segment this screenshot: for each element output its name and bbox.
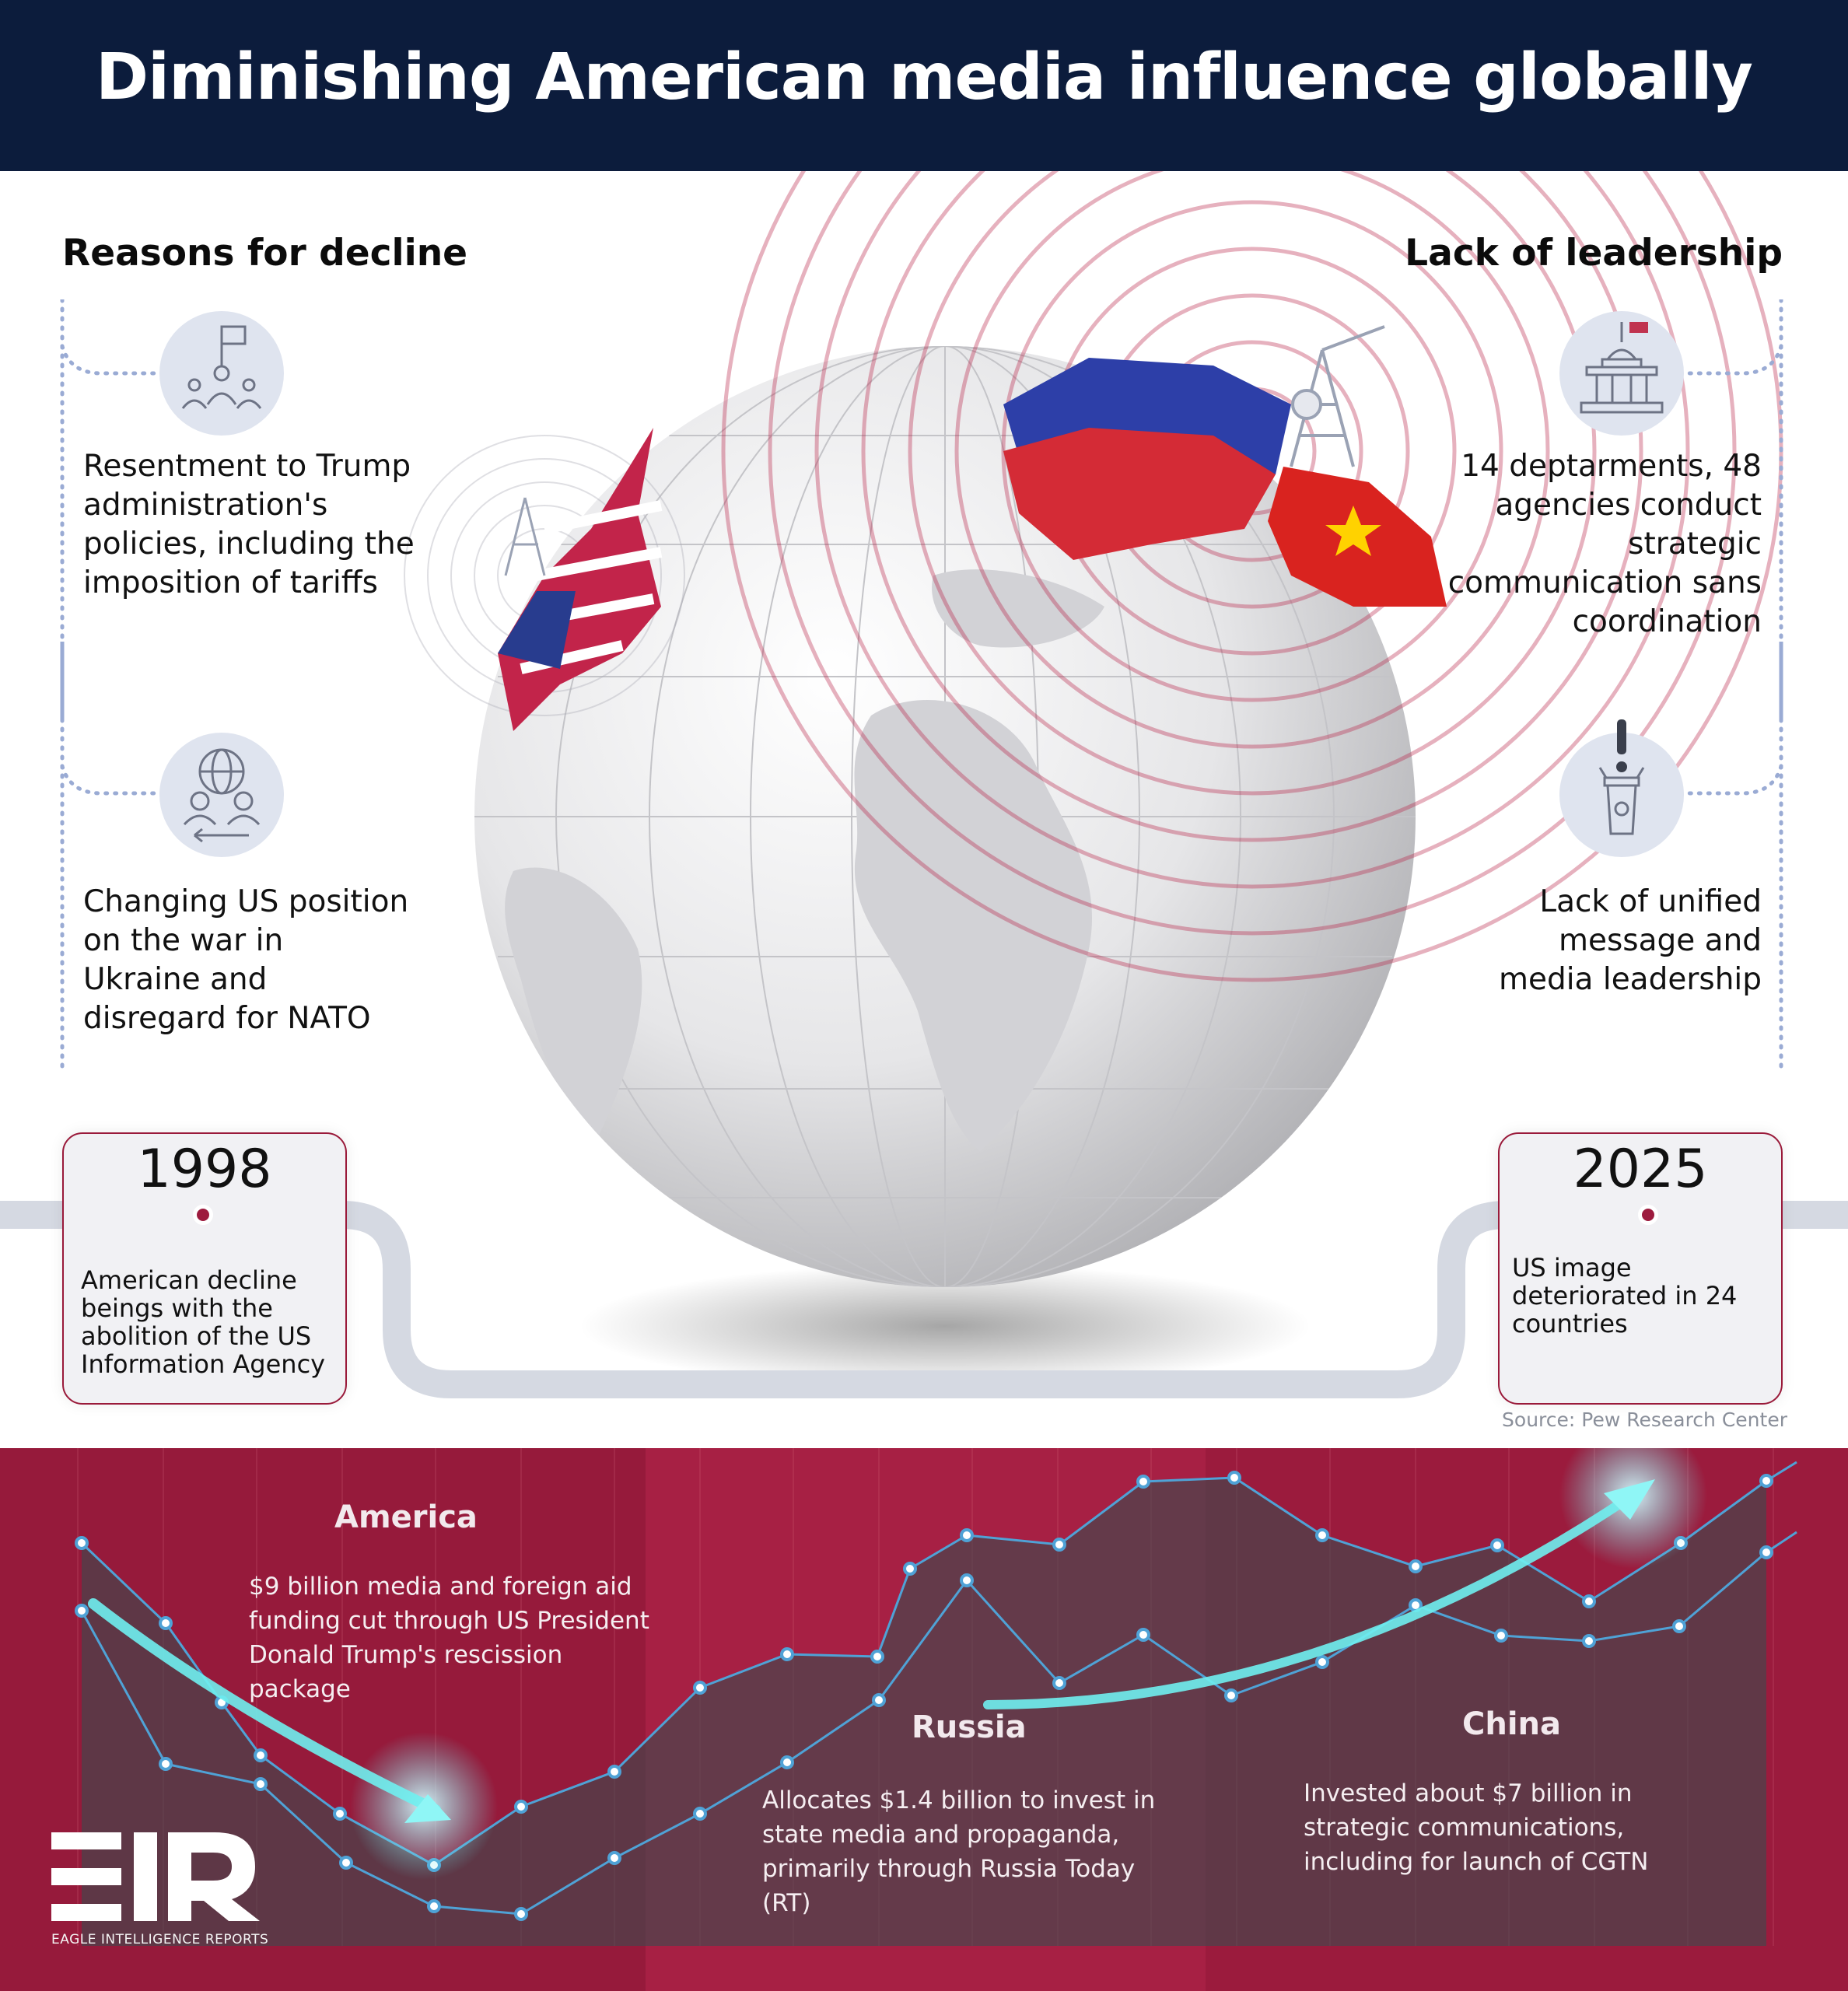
exclamation-icon [1616, 719, 1627, 772]
rise-arrow [983, 1490, 1638, 1709]
page-title: Diminishing American media influence glo… [95, 40, 1753, 114]
right-connector [1682, 299, 1783, 1076]
trend-graphic [0, 1448, 1848, 1991]
timeline-box-1998: 1998 [62, 1132, 347, 1405]
tower-russia [1290, 325, 1385, 467]
reasons-heading: Reasons for decline [62, 232, 468, 275]
government-building-icon [1559, 311, 1684, 436]
panel-title-china: China [1462, 1706, 1562, 1742]
source-note: Source: Pew Research Center [1502, 1408, 1787, 1431]
leadership-1-text: 14 deptarments, 48 agencies conduct stra… [1447, 449, 1762, 639]
continents [505, 569, 1104, 1151]
protest-icon [159, 311, 284, 436]
decline-arrow [88, 1598, 441, 1815]
global-exchange-icon [159, 733, 284, 857]
leadership-heading: Lack of leadership [1405, 232, 1783, 275]
panel-text-america: $9 billion media and foreign aid funding… [249, 1573, 649, 1703]
globe-illustration [404, 171, 1783, 1388]
eir-logo [51, 1832, 260, 1921]
header-bar [0, 0, 1848, 171]
leadership-2-text: Lack of unified message and media leader… [1498, 884, 1762, 997]
timeline-dot-start [193, 1205, 213, 1225]
panel-title-russia: Russia [912, 1709, 1027, 1745]
year-2025: 2025 [1573, 1139, 1708, 1200]
usa-flag-map [498, 428, 663, 731]
timeline-track [0, 1201, 1848, 1398]
trend-markers [75, 1471, 1773, 1921]
tower-usa [504, 497, 546, 576]
panel-title-america: America [334, 1499, 478, 1535]
timeline-end-text: US image deteriorated in 24 countries [1512, 1253, 1738, 1338]
globe-shadow [579, 1264, 1311, 1388]
timeline-dot-end [1638, 1205, 1658, 1225]
panel-text-china: Invested about $7 billion in strategic c… [1304, 1779, 1649, 1876]
reason-1-text: Resentment to Trump administration's pol… [83, 449, 415, 600]
panel-text-russia: Allocates $1.4 billion to invest in stat… [762, 1786, 1156, 1917]
timeline-start-text: American decline beings with the aboliti… [81, 1265, 326, 1379]
timeline-box-2025: 2025 [1498, 1132, 1783, 1405]
russia-flag-map [1003, 358, 1291, 560]
left-connector [60, 299, 162, 1076]
year-1998: 1998 [137, 1139, 272, 1200]
logo-name: EAGLE INTELLIGENCE REPORTS [51, 1932, 269, 1947]
china-flag-map [1268, 467, 1447, 607]
reason-2-text: Changing US position on the war in Ukrai… [83, 884, 409, 1036]
